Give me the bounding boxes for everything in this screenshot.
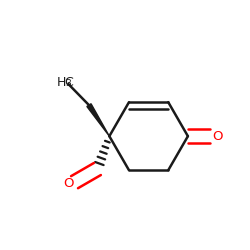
Text: O: O [63,177,73,190]
Text: H: H [56,76,66,89]
Text: 3: 3 [65,80,71,88]
Text: C: C [64,76,73,89]
Polygon shape [87,104,109,136]
Text: O: O [212,130,223,143]
